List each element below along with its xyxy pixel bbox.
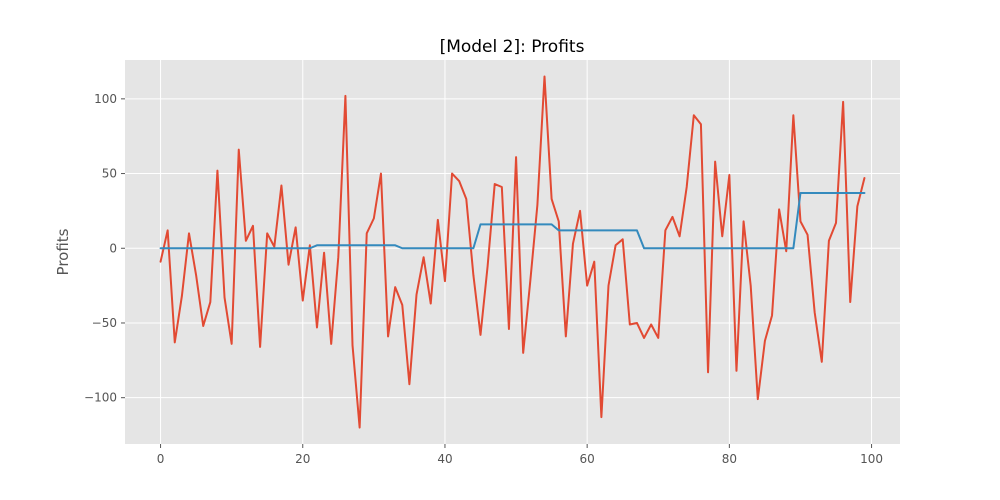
- x-tick-label: 80: [722, 452, 737, 466]
- y-tick-label: −50: [92, 316, 117, 330]
- series-1-line: [159, 75, 866, 429]
- x-tick-label: 100: [860, 452, 883, 466]
- x-tick-label: 0: [157, 452, 165, 466]
- x-tick-label: 40: [437, 452, 452, 466]
- y-axis: −100 −50 0 50 100: [84, 92, 125, 405]
- x-tick-label: 20: [295, 452, 310, 466]
- y-tick-label: 100: [94, 92, 117, 106]
- y-axis-label: Profits: [54, 228, 72, 275]
- series-2-line: [159, 191, 866, 250]
- y-tick-label: 0: [109, 241, 117, 255]
- y-tick-label: 50: [102, 167, 117, 181]
- x-tick-label: 60: [580, 452, 595, 466]
- x-axis: 0 20 40 60 80 100: [157, 444, 883, 466]
- series-group: [159, 75, 866, 429]
- chart-title: [Model 2]: Profits: [440, 37, 585, 57]
- y-tick-label: −100: [84, 391, 117, 405]
